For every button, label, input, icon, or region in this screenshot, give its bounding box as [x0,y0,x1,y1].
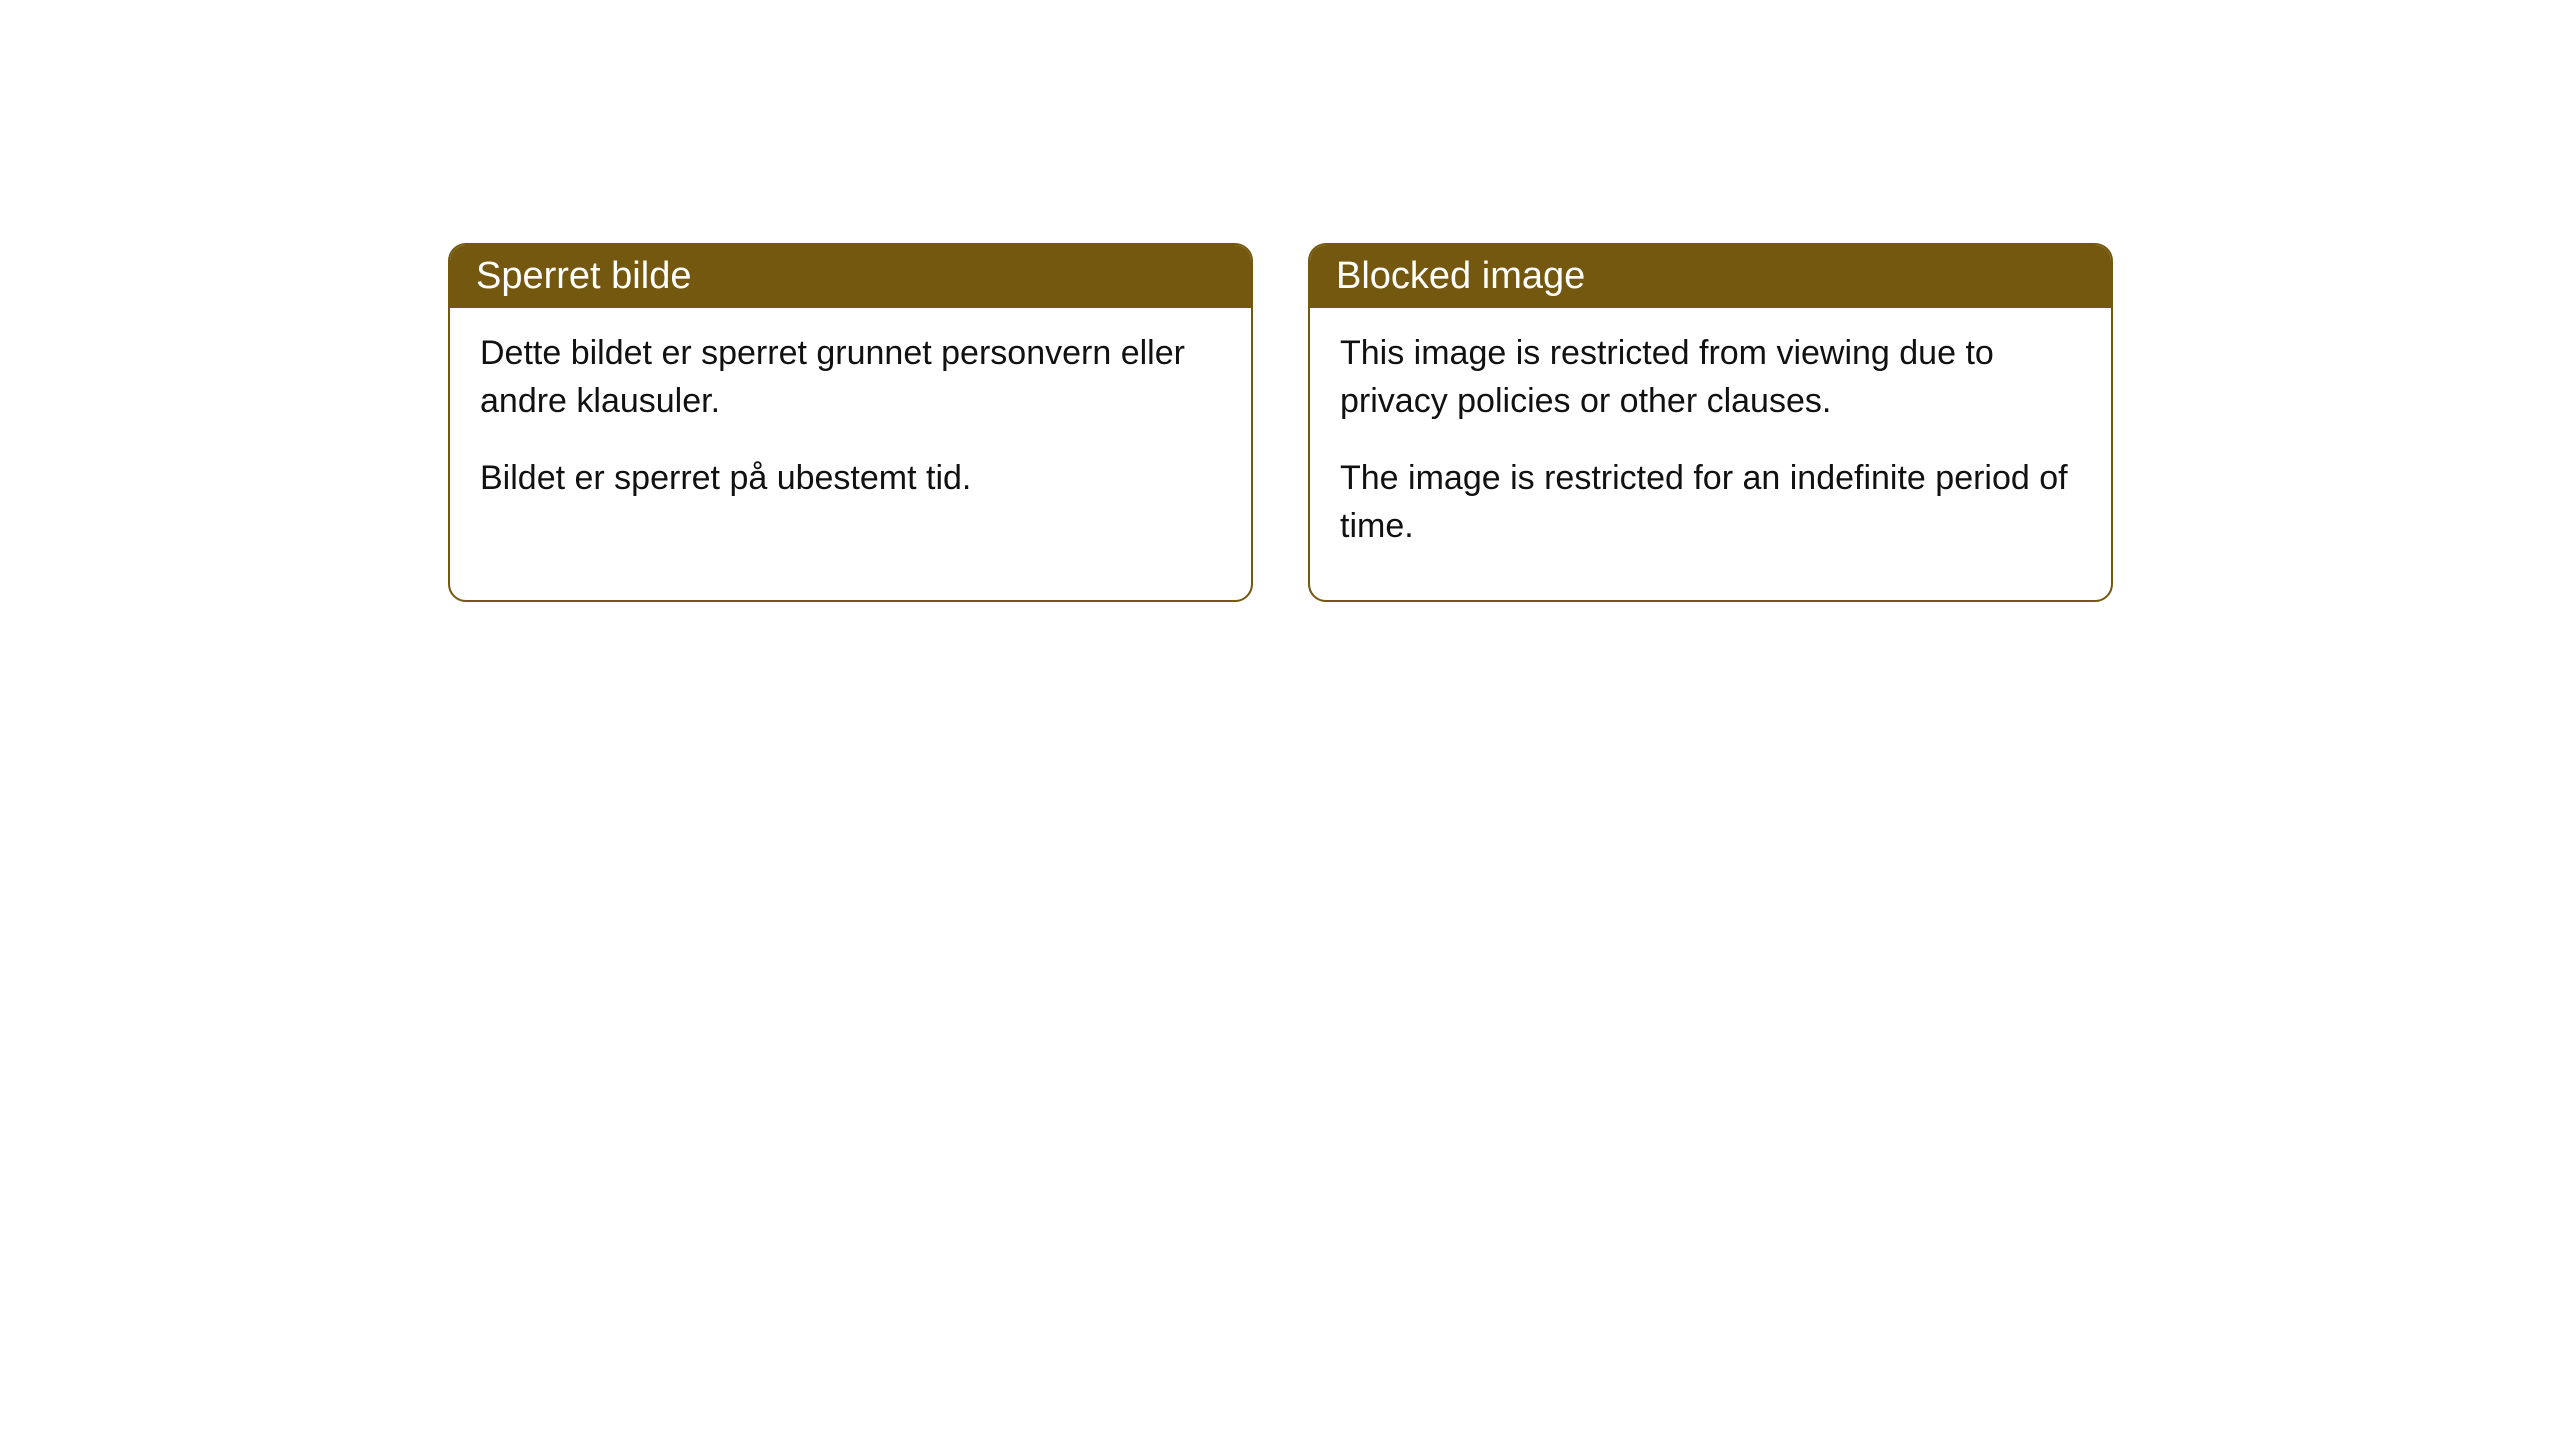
card-paragraph-2-en: The image is restricted for an indefinit… [1340,455,2081,550]
blocked-image-card-en: Blocked image This image is restricted f… [1308,243,2113,602]
card-body-no: Dette bildet er sperret grunnet personve… [450,308,1251,553]
card-header-en: Blocked image [1310,245,2111,308]
card-title-en: Blocked image [1336,255,1585,297]
card-paragraph-1-en: This image is restricted from viewing du… [1340,330,2081,425]
card-paragraph-2-no: Bildet er sperret på ubestemt tid. [480,455,1221,503]
card-body-en: This image is restricted from viewing du… [1310,308,2111,600]
card-paragraph-1-no: Dette bildet er sperret grunnet personve… [480,330,1221,425]
card-header-no: Sperret bilde [450,245,1251,308]
cards-container: Sperret bilde Dette bildet er sperret gr… [448,243,2113,602]
card-title-no: Sperret bilde [476,255,691,297]
blocked-image-card-no: Sperret bilde Dette bildet er sperret gr… [448,243,1253,602]
